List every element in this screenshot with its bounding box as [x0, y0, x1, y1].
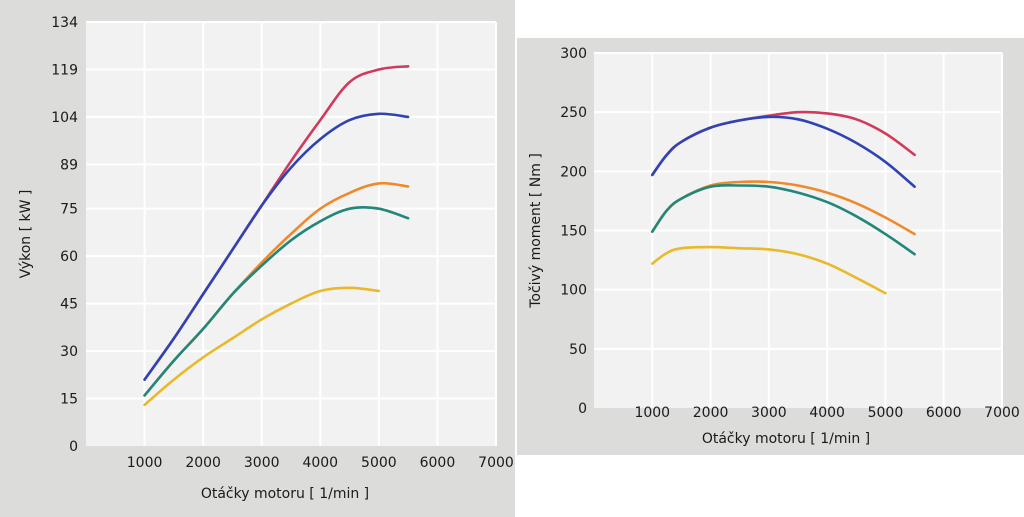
x-tick-label: 1000 [634, 405, 670, 421]
x-tick-label: 4000 [302, 455, 338, 471]
x-axis-title: Otáčky motoru [ 1/min ] [702, 431, 870, 447]
x-tick-label: 2000 [693, 405, 729, 421]
x-tick-label: 5000 [361, 455, 397, 471]
y-axis-title: Točivý moment [ Nm ] [528, 153, 544, 309]
y-tick-label: 104 [51, 110, 78, 126]
y-tick-label: 119 [51, 62, 78, 78]
x-tick-label: 3000 [244, 455, 280, 471]
y-axis-title: Výkon [ kW ] [18, 190, 34, 279]
x-tick-label: 6000 [420, 455, 456, 471]
x-tick-label: 7000 [478, 455, 514, 471]
y-tick-label: 60 [60, 249, 78, 265]
y-tick-label: 75 [60, 202, 78, 218]
x-tick-label: 5000 [868, 405, 904, 421]
y-tick-label: 50 [569, 342, 587, 358]
series-line-5 [143, 286, 381, 407]
x-tick-label: 1000 [127, 455, 163, 471]
y-tick-label: 134 [51, 15, 78, 31]
torque-chart-panel: 1000 2000 3000 4000 5000 6000 7000 0 50 100 150 200… [517, 38, 1024, 455]
series-line-2 [651, 115, 916, 188]
series-line-5 [651, 245, 887, 295]
y-tick-label: 200 [560, 164, 587, 180]
y-tick-label: 0 [69, 439, 78, 455]
x-tick-label: 6000 [926, 405, 962, 421]
y-tick-label: 100 [560, 283, 587, 299]
torque-chart: 1000 2000 3000 4000 5000 6000 7000 0 50 100 150 200… [528, 46, 1020, 447]
power-chart: 1000 2000 3000 4000 5000 6000 7000 0 15 30 45 60 75 8… [18, 15, 514, 502]
series-line-4 [143, 206, 410, 397]
x-tick-label: 2000 [185, 455, 221, 471]
y-tick-label: 89 [60, 157, 78, 173]
y-tick-label: 30 [60, 344, 78, 360]
x-axis-title: Otáčky motoru [ 1/min ] [201, 486, 369, 502]
x-tick-label: 7000 [984, 405, 1020, 421]
series-line-4 [651, 183, 916, 256]
y-tick-label: 300 [560, 46, 587, 62]
x-tick-label: 3000 [751, 405, 787, 421]
y-tick-label: 45 [60, 297, 78, 313]
y-tick-label: 15 [60, 392, 78, 408]
power-chart-panel: 1000 2000 3000 4000 5000 6000 7000 0 15 30 45 60 75 8… [0, 0, 515, 517]
x-tick-label: 4000 [809, 405, 845, 421]
y-tick-label: 0 [578, 401, 587, 417]
series-line-2 [143, 112, 410, 381]
y-tick-label: 250 [560, 105, 587, 121]
y-tick-label: 150 [560, 224, 587, 240]
